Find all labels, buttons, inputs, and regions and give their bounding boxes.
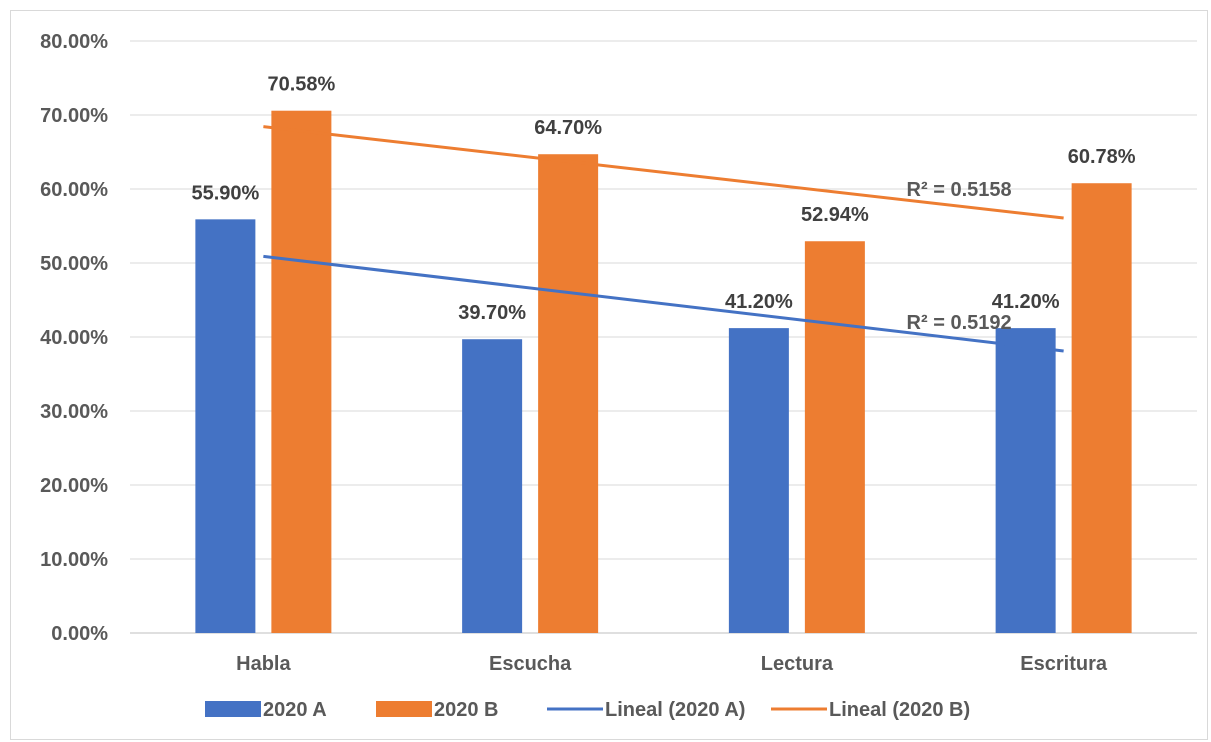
data-label: 52.94%: [801, 204, 869, 226]
category-label: Escritura: [1020, 653, 1108, 675]
legend-item-2020-a-label: 2020 A: [263, 699, 327, 721]
y-tick-label: 10.00%: [40, 549, 108, 571]
category-label: Escucha: [489, 653, 572, 675]
data-label: 41.20%: [725, 291, 793, 313]
data-label: 64.70%: [534, 117, 602, 139]
r2-labels: R² = 0.5192 R² = 0.5158: [907, 179, 1012, 334]
data-label: 39.70%: [458, 302, 526, 324]
y-tick-label: 0.00%: [51, 623, 108, 645]
legend-item-lineal-2020-a-label: Lineal (2020 A): [605, 699, 745, 721]
bar-2020-a-habla: [195, 219, 256, 633]
y-axis-tick-labels: 0.00% 10.00% 20.00% 30.00% 40.00% 50.00% 60.00…: [40, 31, 108, 645]
trendlines: [263, 125, 1064, 353]
data-labels: 55.90% 39.70% 41.20% 41.20% 70.58% 64.70% 52.9…: [191, 74, 1135, 325]
data-label: 41.20%: [992, 291, 1060, 313]
bars: [195, 110, 1132, 633]
y-tick-label: 80.00%: [40, 31, 108, 53]
bar-2020-b-habla: [271, 110, 332, 633]
y-tick-label: 30.00%: [40, 401, 108, 423]
data-label: 70.58%: [267, 74, 335, 96]
legend-item-2020-b-label: 2020 B: [434, 699, 499, 721]
data-label: 60.78%: [1068, 146, 1136, 168]
y-tick-label: 70.00%: [40, 105, 108, 127]
y-tick-label: 60.00%: [40, 179, 108, 201]
r-squared-label: R² = 0.5192: [907, 312, 1012, 334]
trendline-2020-a: [263, 254, 1064, 353]
legend: 2020 A 2020 B Lineal (2020 A) Lineal (2020 …: [205, 699, 970, 721]
bar-2020-b-escucha: [538, 154, 599, 633]
data-label: 55.90%: [191, 182, 259, 204]
legend-item-lineal-2020-b-label: Lineal (2020 B): [829, 699, 970, 721]
legend-item-2020-b-swatch: [376, 701, 432, 717]
bar-2020-b-escritura: [1071, 183, 1132, 633]
y-tick-label: 50.00%: [40, 253, 108, 275]
category-label: Habla: [236, 653, 291, 675]
r-squared-label: R² = 0.5158: [907, 179, 1012, 201]
bar-2020-a-lectura: [728, 328, 789, 633]
bar-2020-a-escritura: [995, 328, 1056, 633]
category-label: Lectura: [761, 653, 834, 675]
trendline-2020-b: [263, 125, 1064, 220]
y-tick-label: 40.00%: [40, 327, 108, 349]
y-tick-label: 20.00%: [40, 475, 108, 497]
bar-2020-a-escucha: [462, 339, 523, 633]
legend-item-2020-a-swatch: [205, 701, 261, 717]
x-axis-category-labels: Habla Escucha Lectura Escritura: [236, 653, 1108, 675]
bar-2020-b-lectura: [804, 241, 865, 633]
